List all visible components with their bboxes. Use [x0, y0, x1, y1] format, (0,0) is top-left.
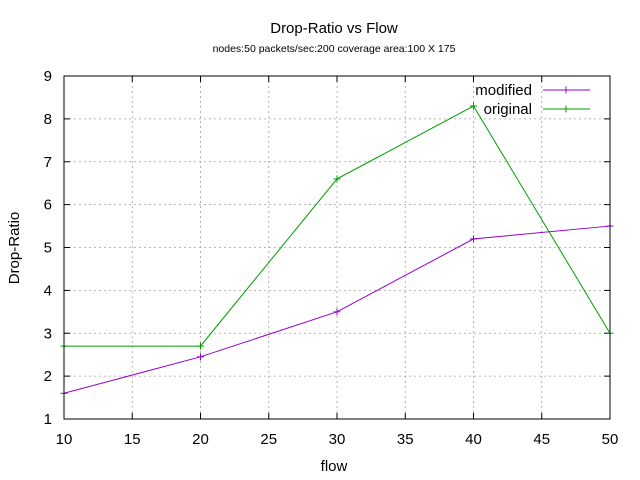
- y-tick-labels: 1 2 3 4 5 6 7 8 9: [44, 68, 52, 428]
- y-tick-label: 7: [44, 154, 52, 171]
- legend: modified original: [475, 82, 590, 118]
- chart-title: Drop-Ratio vs Flow: [270, 20, 398, 37]
- data-point-original: [197, 342, 204, 350]
- x-tick-label: 25: [260, 431, 277, 448]
- x-tick-label: 15: [124, 431, 141, 448]
- y-tick-label: 5: [44, 240, 52, 257]
- legend-item-modified: modified: [475, 82, 590, 99]
- x-tick-label: 30: [329, 431, 346, 448]
- legend-label: original: [484, 101, 532, 118]
- x-tick-label: 40: [465, 431, 482, 448]
- series-original: [60, 102, 614, 350]
- y-tick-label: 4: [44, 282, 52, 299]
- data-point-modified: [470, 235, 477, 243]
- grid-lines: [64, 76, 610, 419]
- x-tick-label: 50: [602, 431, 619, 448]
- legend-marker: [562, 105, 570, 113]
- chart-subtitle: nodes:50 packets/sec:200 coverage area:1…: [213, 43, 456, 55]
- data-point-modified: [333, 308, 341, 316]
- plot-frame: [63, 75, 611, 420]
- x-tick-labels: 10 15 20 25 30 35 40 45 50: [56, 431, 619, 448]
- x-axis-label: flow: [321, 458, 348, 475]
- x-tick-label: 10: [56, 431, 73, 448]
- data-point-modified: [197, 353, 204, 361]
- legend-marker: [562, 86, 570, 94]
- y-tick-label: 2: [44, 368, 52, 385]
- data-point-original: [333, 175, 341, 183]
- y-axis-label: Drop-Ratio: [6, 212, 23, 285]
- data-point-original: [470, 102, 477, 110]
- x-tick-label: 45: [533, 431, 550, 448]
- series-modified: [60, 222, 614, 397]
- y-tick-label: 3: [44, 325, 52, 342]
- legend-item-original: original: [484, 101, 590, 118]
- x-tick-label: 35: [397, 431, 414, 448]
- y-tick-label: 9: [44, 68, 52, 85]
- y-tick-label: 8: [44, 111, 52, 128]
- legend-label: modified: [475, 82, 532, 99]
- x-tick-label: 20: [192, 431, 209, 448]
- y-tick-label: 1: [44, 411, 52, 428]
- y-tick-label: 6: [44, 197, 52, 214]
